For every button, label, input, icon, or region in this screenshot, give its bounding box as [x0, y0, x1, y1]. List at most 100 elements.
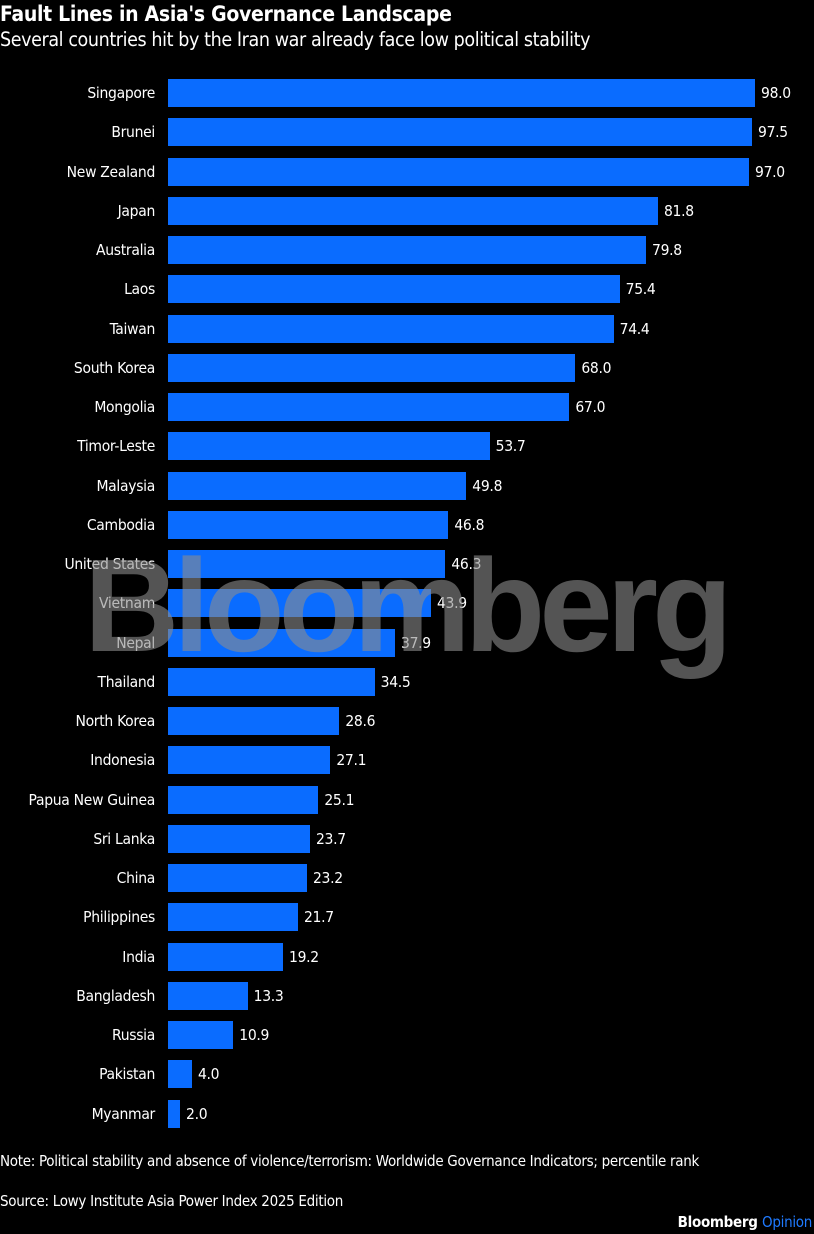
category-label: United States — [64, 555, 155, 573]
category-label: Philippines — [83, 908, 155, 927]
bar-row: North Korea 28.6 — [0, 707, 814, 735]
bar — [168, 864, 307, 892]
category-label: Vietnam — [99, 594, 155, 613]
category-label: Russia — [112, 1026, 155, 1044]
category-label: Timor-Leste — [77, 437, 155, 456]
bar — [168, 118, 753, 147]
category-label: Nepal — [116, 633, 155, 652]
value-label: 23.7 — [315, 829, 346, 848]
category-label: Indonesia — [90, 751, 155, 770]
bar — [168, 471, 467, 500]
value-label: 74.4 — [619, 319, 650, 338]
category-label: Cambodia — [86, 515, 155, 534]
bar-row: Japan 81.8 — [0, 196, 814, 225]
value-label: 97.5 — [758, 123, 788, 142]
bar-row: United States 46.3 — [0, 550, 814, 578]
bar-row: Sri Lanka 23.7 — [0, 824, 814, 853]
category-label: North Korea — [75, 712, 155, 730]
bar — [168, 393, 570, 421]
category-label: China — [116, 869, 156, 887]
bar-row: Papua New Guinea 25.1 — [0, 785, 814, 814]
value-label: 25.1 — [324, 790, 355, 809]
value-label: 67.0 — [575, 398, 606, 416]
category-label: Laos — [124, 280, 155, 299]
bar — [168, 196, 658, 225]
bar-row: Philippines 21.7 — [0, 903, 814, 932]
value-label: 75.4 — [625, 280, 656, 299]
bar-row: Timor-Leste 53.7 — [0, 432, 814, 461]
value-label: 46.3 — [451, 555, 482, 573]
value-label: 53.7 — [495, 437, 526, 456]
bar — [168, 589, 431, 618]
value-label: 10.9 — [239, 1026, 270, 1044]
value-label: 21.7 — [303, 908, 334, 927]
value-label: 23.2 — [312, 869, 343, 887]
bar-row: Mongolia 67.0 — [0, 393, 814, 421]
category-label: India — [122, 947, 155, 966]
category-label: Sri Lanka — [93, 829, 155, 848]
brand-logo: Bloomberg Opinion — [678, 1213, 813, 1231]
bar-row: South Korea 68.0 — [0, 353, 814, 382]
bar-row: New Zealand 97.0 — [0, 157, 814, 186]
bar — [168, 275, 620, 304]
bar-row: Nepal 37.9 — [0, 628, 814, 657]
bar-row: Pakistan 4.0 — [0, 1060, 814, 1089]
value-label: 79.8 — [652, 241, 682, 259]
chart-title: Fault Lines in Asia's Governance Landsca… — [0, 2, 452, 26]
bar-row: Taiwan 74.4 — [0, 314, 814, 343]
value-label: 13.3 — [253, 986, 284, 1005]
bar — [168, 236, 646, 264]
bar — [168, 942, 283, 971]
value-label: 2.0 — [186, 1104, 208, 1123]
bar-row: Indonesia 27.1 — [0, 746, 814, 775]
bar — [168, 1021, 234, 1049]
bar-row: Brunei 97.5 — [0, 118, 814, 147]
bar — [168, 628, 396, 657]
value-label: 68.0 — [581, 358, 612, 377]
bar-row: Thailand 34.5 — [0, 667, 814, 696]
bar — [168, 1060, 192, 1089]
value-label: 28.6 — [345, 712, 376, 730]
category-label: South Korea — [73, 358, 155, 377]
category-label: Thailand — [97, 672, 156, 691]
category-label: Malaysia — [96, 476, 155, 495]
value-label: 37.9 — [401, 633, 431, 652]
bar — [168, 314, 614, 343]
bar — [168, 824, 310, 853]
value-label: 46.8 — [454, 515, 485, 534]
category-label: Pakistan — [99, 1065, 155, 1084]
chart-note: Note: Political stability and absence of… — [0, 1152, 700, 1170]
category-label: Brunei — [111, 123, 155, 142]
bar-row: Myanmar 2.0 — [0, 1099, 814, 1128]
bar-row: China 23.2 — [0, 864, 814, 892]
category-label: Myanmar — [91, 1104, 156, 1123]
value-label: 43.9 — [436, 594, 467, 613]
bar-chart: Singapore 98.0 Brunei 97.5 New Zealand 97.0 Ja… — [0, 79, 814, 1128]
value-label: 49.8 — [472, 476, 503, 495]
bar-row: Singapore 98.0 — [0, 79, 814, 107]
value-label: 19.2 — [289, 947, 319, 966]
value-label: 27.1 — [336, 751, 367, 770]
category-label: Singapore — [87, 84, 155, 102]
bar-row: Cambodia 46.8 — [0, 510, 814, 539]
bar-row: Russia 10.9 — [0, 1021, 814, 1049]
bar — [168, 353, 576, 382]
bar — [168, 79, 756, 107]
bar — [168, 785, 319, 814]
bar — [168, 667, 375, 696]
value-label: 34.5 — [380, 672, 411, 691]
chart-subtitle: Several countries hit by the Iran war al… — [0, 28, 591, 51]
value-label: 4.0 — [197, 1065, 220, 1084]
brand-section: Opinion — [762, 1213, 812, 1231]
bar — [168, 707, 340, 735]
bar-row: Australia 79.8 — [0, 236, 814, 264]
category-label: Bangladesh — [76, 986, 155, 1005]
bar-row: Malaysia 49.8 — [0, 471, 814, 500]
value-label: 97.0 — [755, 162, 785, 181]
category-label: New Zealand — [66, 162, 156, 181]
bar — [168, 981, 248, 1010]
category-label: Japan — [117, 201, 156, 220]
category-label: Papua New Guinea — [28, 790, 156, 809]
value-label: 81.8 — [663, 201, 694, 220]
bar-row: India 19.2 — [0, 942, 814, 971]
